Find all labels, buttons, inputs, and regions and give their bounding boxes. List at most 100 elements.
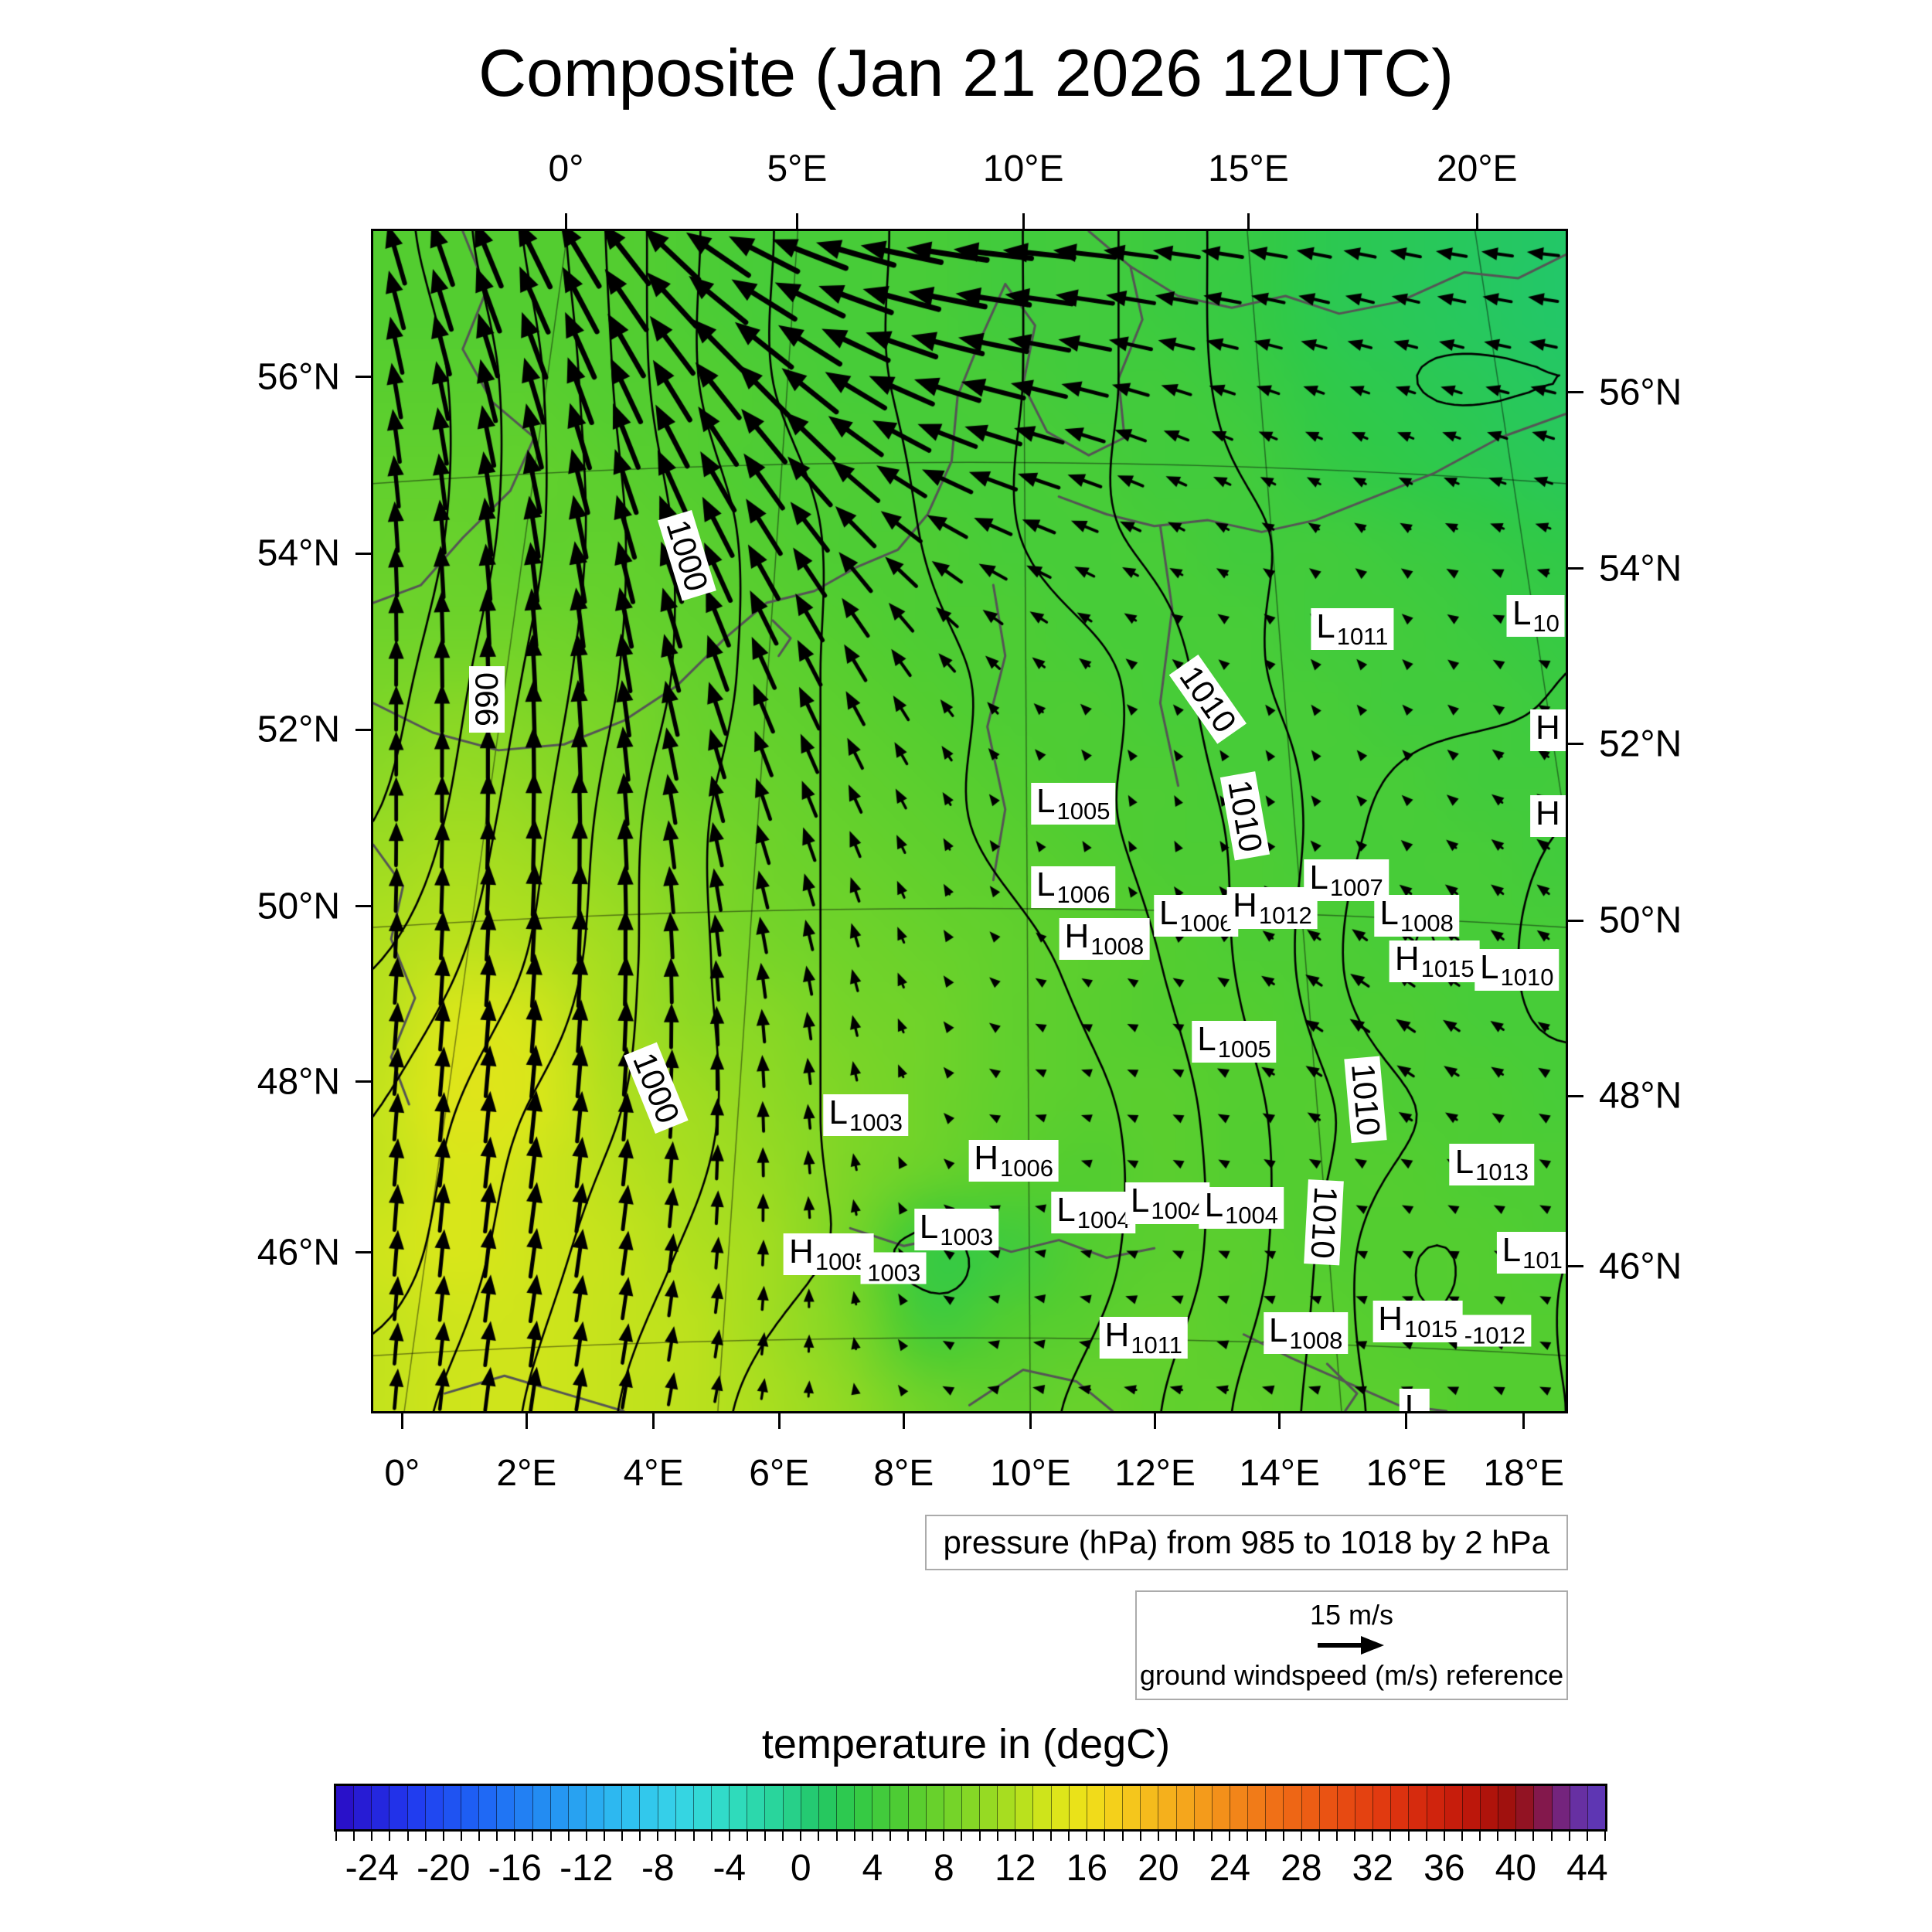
colorbar-tick — [943, 1832, 945, 1841]
colorbar-tick — [1229, 1832, 1231, 1841]
pressure-center-label: L1010 — [1475, 948, 1560, 991]
colorbar-tick — [710, 1832, 713, 1841]
axis-tick-left — [355, 1080, 371, 1083]
pressure-center-value: 1015 — [1420, 955, 1475, 983]
colorbar-tick — [567, 1832, 570, 1841]
pressure-caption-text: pressure (hPa) from 985 to 1018 by 2 hPa — [943, 1524, 1549, 1560]
pressure-center-label: H1008 — [1059, 918, 1150, 961]
colorbar-segment — [425, 1786, 444, 1829]
colorbar-segment — [1462, 1786, 1481, 1829]
pressure-center-letter: H — [1104, 1316, 1130, 1355]
colorbar-tick-label: 12 — [995, 1848, 1036, 1889]
colorbar-segment — [908, 1786, 927, 1829]
colorbar-tick — [1550, 1832, 1553, 1841]
colorbar-tick — [1568, 1832, 1570, 1841]
colorbar-tick — [1443, 1832, 1445, 1841]
axis-tick-right — [1568, 1265, 1583, 1268]
colorbar-tick — [442, 1832, 444, 1841]
colorbar-tick — [1318, 1832, 1320, 1841]
axis-tick-label-right: 46°N — [1599, 1246, 1682, 1287]
pressure-center-letter: L — [1404, 1388, 1424, 1413]
axis-tick-label-top: 5°E — [767, 148, 828, 189]
pressure-center-value: 1003 — [940, 1223, 994, 1250]
axis-tick-bottom — [1029, 1413, 1032, 1429]
axis-tick-left — [355, 376, 371, 379]
axis-tick-label-right: 54°N — [1599, 548, 1682, 590]
colorbar-tick — [1139, 1832, 1141, 1841]
pressure-center-label: H — [1529, 708, 1566, 751]
colorbar-segment — [1069, 1786, 1087, 1829]
pressure-center-letter: L — [1130, 1182, 1150, 1220]
colorbar-segment — [336, 1786, 355, 1829]
colorbar-tick — [1479, 1832, 1481, 1841]
pressure-center-letter: H — [1535, 708, 1560, 747]
pressure-center-letter: L — [1268, 1311, 1288, 1350]
colorbar-tick-label: 44 — [1566, 1848, 1608, 1889]
colorbar-segment — [1015, 1786, 1034, 1829]
colorbar-tick — [1497, 1832, 1499, 1841]
axis-tick-label-bottom: 14°E — [1239, 1453, 1320, 1494]
axis-tick-label-top: 0° — [548, 148, 584, 189]
colorbar-tick — [1086, 1832, 1088, 1841]
pressure-center-value: 1008 — [1289, 1327, 1343, 1355]
colorbar-segment — [675, 1786, 694, 1829]
colorbar-tick — [1372, 1832, 1374, 1841]
colorbar-segment — [747, 1786, 766, 1829]
colorbar-segment — [730, 1786, 748, 1829]
colorbar-segment — [1587, 1786, 1605, 1829]
pressure-center-label: L1004 — [1199, 1187, 1284, 1230]
colorbar-tick — [460, 1832, 462, 1841]
axis-tick-right — [1568, 743, 1583, 746]
axis-tick-label-left: 54°N — [257, 532, 340, 574]
map-label-layer: L1011 L10 H H L1005 L1006 L1006 H1012 L1007 L1008… — [373, 231, 1566, 1411]
colorbar-tick — [657, 1832, 659, 1841]
contour-inline-label: 1000 — [657, 509, 716, 601]
colorbar-segment — [568, 1786, 587, 1829]
colorbar-tick-label: 40 — [1495, 1848, 1537, 1889]
pressure-center-label: -1012 — [1457, 1315, 1532, 1348]
pressure-center-value: 1010 — [1500, 963, 1554, 991]
colorbar-tick — [1211, 1832, 1213, 1841]
axis-tick-label-bottom: 8°E — [873, 1453, 934, 1494]
colorbar-segment — [586, 1786, 605, 1829]
colorbar-segment — [855, 1786, 873, 1829]
pressure-caption: pressure (hPa) from 985 to 1018 by 2 hPa — [924, 1515, 1568, 1570]
wind-reference-value: 15 m/s — [1309, 1599, 1394, 1631]
colorbar-tick — [800, 1832, 802, 1841]
colorbar-segment — [640, 1786, 658, 1829]
pressure-center-label: H — [1529, 795, 1566, 838]
colorbar-tick — [925, 1832, 927, 1841]
colorbar-tick — [675, 1832, 677, 1841]
axis-tick-bottom — [1154, 1413, 1157, 1429]
colorbar-segment — [1230, 1786, 1249, 1829]
axis-tick-label-top: 15°E — [1208, 148, 1289, 189]
axis-tick-label-left: 50°N — [257, 886, 340, 927]
colorbar-tick — [1068, 1832, 1070, 1841]
pressure-center-value: 1004 — [1225, 1202, 1279, 1230]
colorbar-tick-label: 16 — [1066, 1848, 1108, 1889]
colorbar-segment — [711, 1786, 730, 1829]
pressure-center-value: 1008 — [1400, 909, 1454, 937]
pressure-center-letter: H — [1378, 1299, 1403, 1338]
axis-tick-left — [355, 728, 371, 731]
axis-tick-bottom — [1405, 1413, 1408, 1429]
colorbar-tick — [961, 1832, 963, 1841]
pressure-center-label: L1006 — [1153, 894, 1239, 937]
pressure-center-letter: L — [1502, 1231, 1522, 1270]
axis-tick-top — [1247, 213, 1250, 229]
colorbar-tick — [996, 1832, 998, 1841]
weather-map: L1011 L10 H H L1005 L1006 L1006 H1012 L1007 L1008… — [371, 229, 1568, 1413]
colorbar-tick — [406, 1832, 409, 1841]
pressure-center-letter: L — [1379, 893, 1399, 932]
colorbar-tick — [782, 1832, 784, 1841]
contour-inline-label: 1010 — [1219, 771, 1270, 862]
colorbar-tick — [764, 1832, 767, 1841]
axis-tick-label-bottom: 6°E — [749, 1453, 810, 1494]
colorbar-segment — [1105, 1786, 1124, 1829]
colorbar-tick-label: 36 — [1423, 1848, 1465, 1889]
pressure-center-value: 1011 — [1336, 622, 1389, 650]
pressure-center-value: 1013 — [1475, 1158, 1529, 1185]
colorbar-tick — [1300, 1832, 1302, 1841]
colorbar-tick — [1247, 1832, 1249, 1841]
colorbar-segment — [1266, 1786, 1284, 1829]
